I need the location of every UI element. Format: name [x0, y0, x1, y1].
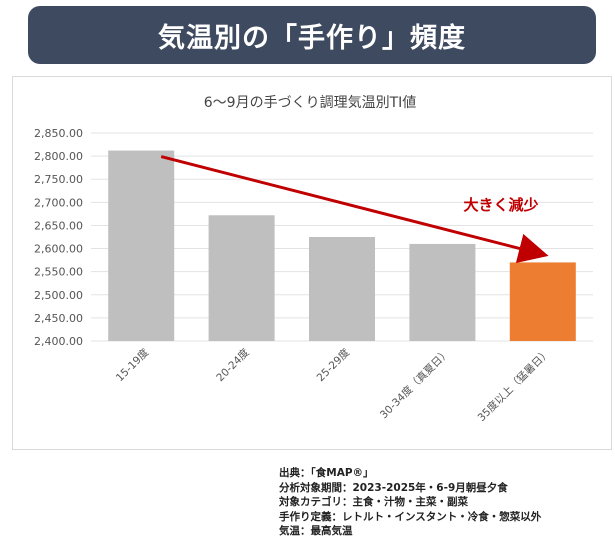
chart-container: 6～9月の手づくり調理気温別TI値 2,400.00 2,450.00 2,500.…: [12, 76, 612, 450]
y-tick-label: 2,800.00: [34, 150, 83, 163]
category-line: 対象カテゴリ：主食・汁物・主菜・副菜: [279, 496, 468, 508]
y-tick-label: 2,650.00: [34, 219, 83, 232]
x-tick-label: 30-34度（真夏日）: [377, 346, 452, 421]
period-line: 分析対象期間：2023-2025年・6-9月朝昼夕食: [279, 481, 508, 494]
decrease-annotation: 大きく減少: [463, 196, 538, 214]
bar-4: [409, 243, 476, 341]
x-tick-label: 35度以上（猛暑日）: [475, 346, 553, 424]
y-tick-label: 2,850.00: [34, 127, 83, 140]
bar-5: [509, 262, 576, 341]
y-tick-label: 2,700.00: [34, 196, 83, 209]
source-line: 出典：「食MAP®」: [279, 467, 374, 479]
y-tick-label: 2,550.00: [34, 266, 83, 279]
y-tick-label: 2,450.00: [34, 312, 83, 325]
x-tick-label: 25-29度: [314, 346, 353, 385]
bars: [108, 150, 576, 341]
bar-2: [208, 215, 275, 341]
y-tick-label: 2,500.00: [34, 289, 83, 302]
x-tick-label: 15-19度: [113, 346, 152, 385]
chart-title: 6～9月の手づくり調理気温別TI値: [204, 95, 417, 111]
x-tick-label: 20-24度: [214, 346, 253, 385]
y-axis-ticks: 2,400.00 2,450.00 2,500.00 2,550.00 2,600.00…: [34, 127, 83, 348]
temperature-line: 気温：最高気温: [279, 525, 353, 537]
definition-line: 手作り定義：レトルト・インスタント・冷食・惣菜以外: [279, 510, 542, 523]
bar-1: [108, 150, 175, 341]
y-tick-label: 2,400.00: [34, 335, 83, 348]
x-axis-ticks: 15-19度 20-24度 25-29度 30-34度（真夏日） 35度以上（猛暑日）: [113, 346, 553, 424]
bar-chart: 6～9月の手づくり調理気温別TI値 2,400.00 2,450.00 2,500.…: [34, 95, 593, 424]
source-notes: 出典：「食MAP®」 分析対象期間：2023-2025年・6-9月朝昼夕食 対象…: [279, 466, 541, 539]
y-tick-label: 2,750.00: [34, 173, 83, 186]
bar-3: [309, 237, 375, 341]
trend-arrow: [160, 155, 549, 263]
banner-title: 気温別の「手作り」頻度: [28, 6, 596, 64]
y-tick-label: 2,600.00: [34, 243, 83, 256]
